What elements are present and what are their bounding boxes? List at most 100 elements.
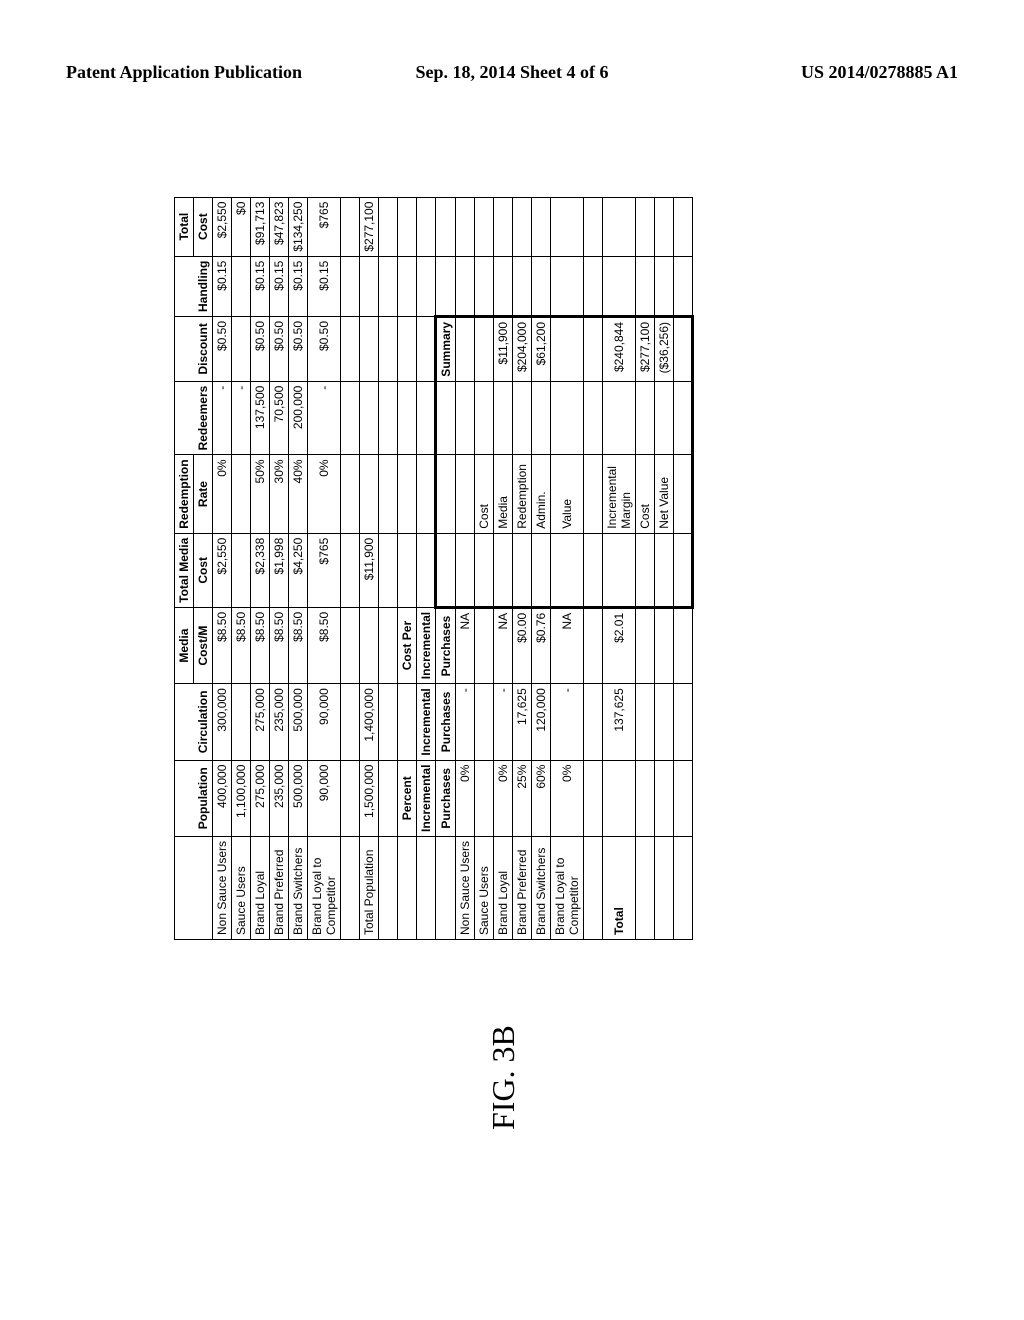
cell: NA bbox=[551, 607, 584, 683]
col-cost-per: Cost Per bbox=[398, 607, 417, 683]
table-row: Brand Switchers 60% 120,000 $0.76 Admin.… bbox=[532, 197, 551, 939]
col-handling: Handling bbox=[194, 256, 213, 316]
summary-value: $61,200 bbox=[532, 316, 551, 381]
row-label: Non Sauce Users bbox=[213, 836, 232, 939]
cell: $8.50 bbox=[213, 607, 232, 683]
table-row: Brand Loyal to Competitor 0% - NA Value bbox=[551, 197, 584, 939]
cell: 235,000 bbox=[270, 760, 289, 836]
cell bbox=[232, 316, 251, 381]
row-label: Brand Switchers bbox=[289, 836, 308, 939]
col-rate: Rate bbox=[194, 455, 213, 533]
col-media: Media bbox=[175, 607, 194, 683]
row-label: Brand Preferred bbox=[270, 836, 289, 939]
cell: 0% bbox=[494, 760, 513, 836]
cell: $2,550 bbox=[213, 533, 232, 607]
col-circulation: Circulation bbox=[194, 684, 213, 760]
col-purchases-3: Purchases bbox=[436, 607, 456, 683]
summary-value bbox=[551, 316, 584, 381]
row-label: Brand Loyal bbox=[251, 836, 270, 939]
data-table: Media Total Media Redemption Total Popul… bbox=[174, 197, 694, 940]
cell: 60% bbox=[532, 760, 551, 836]
summary-label: Media bbox=[494, 455, 513, 533]
col-incremental-2: Incremental bbox=[417, 684, 436, 760]
cell: 235,000 bbox=[270, 684, 289, 760]
footer-row: Net Value ($36,256) bbox=[655, 197, 674, 939]
spacer-row bbox=[341, 197, 360, 939]
cell: $0.50 bbox=[213, 316, 232, 381]
col-purchases-2: Purchases bbox=[436, 684, 456, 760]
col-discount: Discount bbox=[194, 316, 213, 381]
table-row: Non Sauce Users 0% - NA bbox=[456, 197, 475, 939]
rotated-table-container: Media Total Media Redemption Total Popul… bbox=[174, 240, 974, 940]
table-row: Brand Loyal to Competitor 90,000 90,000 … bbox=[308, 197, 341, 939]
cell: $91,713 bbox=[251, 197, 270, 256]
col-total: Total bbox=[175, 197, 194, 256]
cell: 1,400,000 bbox=[360, 684, 379, 760]
cell: $765 bbox=[308, 197, 341, 256]
row-label: Brand Preferred bbox=[513, 836, 532, 939]
cell: $8.50 bbox=[232, 607, 251, 683]
table-row: Brand Loyal 0% - NA Media $11,900 bbox=[494, 197, 513, 939]
total-row: Total Population 1,500,000 1,400,000 $11… bbox=[360, 197, 379, 939]
row-label: Brand Loyal to Competitor bbox=[308, 836, 341, 939]
summary-value: $240,844 bbox=[603, 316, 636, 381]
cell: $0.00 bbox=[513, 607, 532, 683]
col-incremental: Incremental bbox=[417, 760, 436, 836]
blank-cell bbox=[175, 760, 194, 836]
blank-cell bbox=[175, 381, 194, 455]
cell: 400,000 bbox=[213, 760, 232, 836]
row-label: Sauce Users bbox=[475, 836, 494, 939]
summary-value: $277,100 bbox=[636, 316, 655, 381]
cell: NA bbox=[456, 607, 475, 683]
cell: 137,625 bbox=[603, 684, 636, 760]
cell: $0.15 bbox=[289, 256, 308, 316]
summary-value: ($36,256) bbox=[655, 316, 674, 381]
cell: 275,000 bbox=[251, 760, 270, 836]
cell: $2.01 bbox=[603, 607, 636, 683]
section2-header-3: Purchases Purchases Purchases Summary bbox=[436, 197, 456, 939]
row-label: Sauce Users bbox=[232, 836, 251, 939]
cell bbox=[360, 381, 379, 455]
cell: 17,625 bbox=[513, 684, 532, 760]
cell bbox=[360, 455, 379, 533]
cell: $1,998 bbox=[270, 533, 289, 607]
col-purchases: Purchases bbox=[436, 760, 456, 836]
col-population: Population bbox=[194, 760, 213, 836]
cell: $8.50 bbox=[251, 607, 270, 683]
col-incremental-3: Incremental bbox=[417, 607, 436, 683]
row-label: Brand Switchers bbox=[532, 836, 551, 939]
total-row: Total 137,625 $2.01 Incremental Margin $… bbox=[603, 197, 636, 939]
cell: $4,250 bbox=[289, 533, 308, 607]
summary-value: $204,000 bbox=[513, 316, 532, 381]
col-cost: Cost bbox=[194, 533, 213, 607]
cell: $2,550 bbox=[213, 197, 232, 256]
summary-label: Redemption bbox=[513, 455, 532, 533]
cell: 50% bbox=[251, 455, 270, 533]
summary-value: $11,900 bbox=[494, 316, 513, 381]
blank-cell bbox=[175, 684, 194, 760]
cell: 500,000 bbox=[289, 760, 308, 836]
cell: $0.15 bbox=[308, 256, 341, 316]
col-summary: Summary bbox=[436, 316, 456, 381]
cell: $134,250 bbox=[289, 197, 308, 256]
cell: $8.50 bbox=[270, 607, 289, 683]
blank-cell bbox=[175, 836, 194, 939]
cell: 0% bbox=[213, 455, 232, 533]
cell: - bbox=[232, 381, 251, 455]
cell: 200,000 bbox=[289, 381, 308, 455]
section2-header-2: Incremental Incremental Incremental bbox=[417, 197, 436, 939]
row-label: Brand Loyal bbox=[494, 836, 513, 939]
cell bbox=[360, 607, 379, 683]
table-row: Brand Loyal 275,000 275,000 $8.50 $2,338… bbox=[251, 197, 270, 939]
col-redemption: Redemption bbox=[175, 455, 194, 533]
col-total-cost: Cost bbox=[194, 197, 213, 256]
cell: $8.50 bbox=[289, 607, 308, 683]
cell: $0.50 bbox=[270, 316, 289, 381]
cell: 90,000 bbox=[308, 760, 341, 836]
cell: 25% bbox=[513, 760, 532, 836]
cell bbox=[360, 316, 379, 381]
cell: $0.50 bbox=[289, 316, 308, 381]
cell bbox=[232, 533, 251, 607]
cell: - bbox=[456, 684, 475, 760]
footer-row bbox=[674, 197, 693, 939]
